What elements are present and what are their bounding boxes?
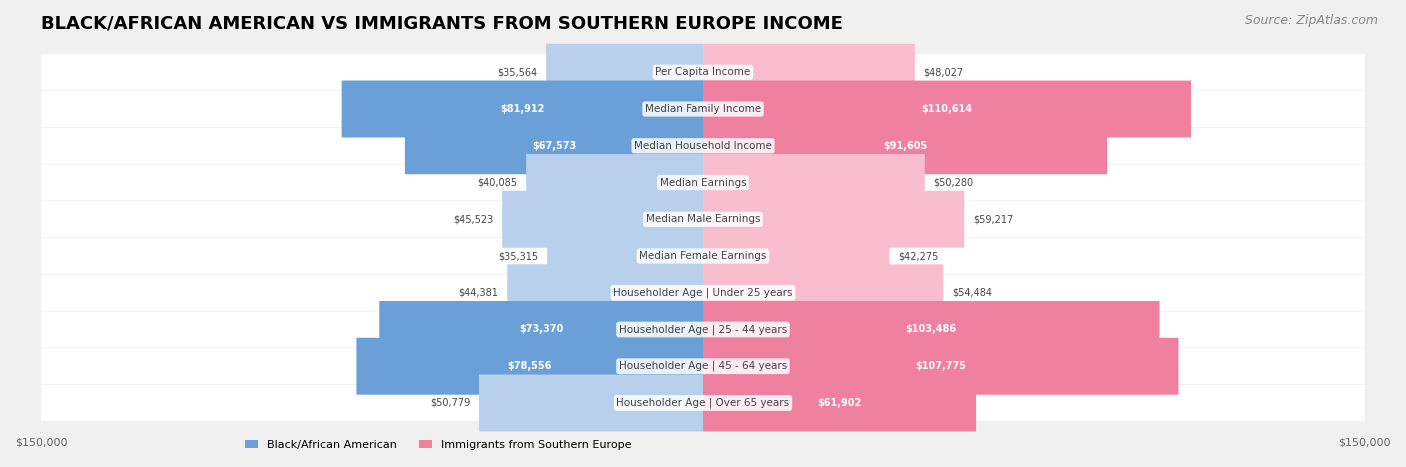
FancyBboxPatch shape: [703, 191, 965, 248]
FancyBboxPatch shape: [526, 154, 703, 211]
FancyBboxPatch shape: [703, 154, 925, 211]
Text: Householder Age | 25 - 44 years: Householder Age | 25 - 44 years: [619, 324, 787, 335]
Text: Median Male Earnings: Median Male Earnings: [645, 214, 761, 224]
Text: $73,370: $73,370: [519, 325, 564, 334]
Text: $42,275: $42,275: [898, 251, 939, 261]
FancyBboxPatch shape: [342, 80, 703, 137]
FancyBboxPatch shape: [41, 164, 1365, 200]
FancyBboxPatch shape: [703, 301, 1160, 358]
FancyBboxPatch shape: [546, 44, 703, 101]
Text: Median Family Income: Median Family Income: [645, 104, 761, 114]
FancyBboxPatch shape: [41, 201, 1365, 237]
Text: Householder Age | 45 - 64 years: Householder Age | 45 - 64 years: [619, 361, 787, 371]
FancyBboxPatch shape: [41, 385, 1365, 421]
FancyBboxPatch shape: [41, 128, 1365, 164]
Text: $35,315: $35,315: [498, 251, 538, 261]
Text: $44,381: $44,381: [458, 288, 498, 298]
FancyBboxPatch shape: [41, 348, 1365, 384]
Text: $59,217: $59,217: [973, 214, 1014, 224]
Text: $54,484: $54,484: [952, 288, 993, 298]
FancyBboxPatch shape: [41, 238, 1365, 274]
FancyBboxPatch shape: [41, 311, 1365, 347]
Text: Per Capita Income: Per Capita Income: [655, 67, 751, 77]
Text: $110,614: $110,614: [921, 104, 973, 114]
FancyBboxPatch shape: [508, 264, 703, 321]
FancyBboxPatch shape: [703, 117, 1107, 174]
Text: $45,523: $45,523: [453, 214, 494, 224]
Text: $50,779: $50,779: [430, 398, 470, 408]
Text: Median Female Earnings: Median Female Earnings: [640, 251, 766, 261]
FancyBboxPatch shape: [703, 375, 976, 432]
Text: Median Earnings: Median Earnings: [659, 177, 747, 188]
Text: Householder Age | Over 65 years: Householder Age | Over 65 years: [616, 398, 790, 408]
FancyBboxPatch shape: [380, 301, 703, 358]
Text: $50,280: $50,280: [934, 177, 974, 188]
FancyBboxPatch shape: [479, 375, 703, 432]
FancyBboxPatch shape: [405, 117, 703, 174]
Text: $91,605: $91,605: [883, 141, 927, 151]
FancyBboxPatch shape: [703, 338, 1178, 395]
Legend: Black/African American, Immigrants from Southern Europe: Black/African American, Immigrants from …: [240, 435, 637, 454]
Text: $40,085: $40,085: [477, 177, 517, 188]
FancyBboxPatch shape: [41, 54, 1365, 90]
FancyBboxPatch shape: [703, 264, 943, 321]
FancyBboxPatch shape: [41, 91, 1365, 127]
FancyBboxPatch shape: [703, 227, 890, 284]
FancyBboxPatch shape: [41, 275, 1365, 311]
FancyBboxPatch shape: [502, 191, 703, 248]
Text: $61,902: $61,902: [817, 398, 862, 408]
Text: $81,912: $81,912: [501, 104, 544, 114]
FancyBboxPatch shape: [703, 80, 1191, 137]
Text: $103,486: $103,486: [905, 325, 957, 334]
Text: Median Household Income: Median Household Income: [634, 141, 772, 151]
Text: $48,027: $48,027: [924, 67, 965, 77]
FancyBboxPatch shape: [703, 44, 915, 101]
FancyBboxPatch shape: [357, 338, 703, 395]
Text: $35,564: $35,564: [498, 67, 537, 77]
Text: BLACK/AFRICAN AMERICAN VS IMMIGRANTS FROM SOUTHERN EUROPE INCOME: BLACK/AFRICAN AMERICAN VS IMMIGRANTS FRO…: [41, 15, 844, 33]
Text: $107,775: $107,775: [915, 361, 966, 371]
Text: $78,556: $78,556: [508, 361, 553, 371]
FancyBboxPatch shape: [547, 227, 703, 284]
Text: Source: ZipAtlas.com: Source: ZipAtlas.com: [1244, 14, 1378, 27]
Text: $67,573: $67,573: [531, 141, 576, 151]
Text: Householder Age | Under 25 years: Householder Age | Under 25 years: [613, 288, 793, 298]
